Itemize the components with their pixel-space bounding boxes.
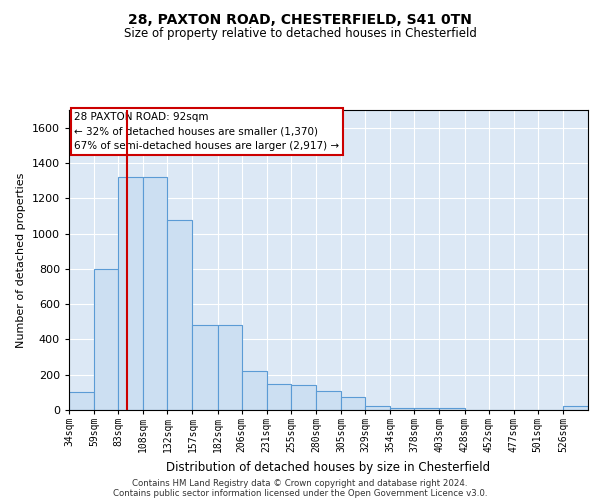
Bar [143,177,167,410]
Bar [218,326,242,410]
Text: Contains HM Land Registry data © Crown copyright and database right 2024.: Contains HM Land Registry data © Crown c… [132,478,468,488]
Bar [193,326,218,410]
Bar [341,397,365,410]
Y-axis label: Number of detached properties: Number of detached properties [16,172,26,348]
X-axis label: Distribution of detached houses by size in Chesterfield: Distribution of detached houses by size … [166,460,491,473]
Bar [439,408,464,410]
Bar [365,406,390,410]
Text: 28, PAXTON ROAD, CHESTERFIELD, S41 0TN: 28, PAXTON ROAD, CHESTERFIELD, S41 0TN [128,12,472,26]
Text: 28 PAXTON ROAD: 92sqm
← 32% of detached houses are smaller (1,370)
67% of semi-d: 28 PAXTON ROAD: 92sqm ← 32% of detached … [74,112,340,151]
Bar [242,371,267,410]
Text: Size of property relative to detached houses in Chesterfield: Size of property relative to detached ho… [124,28,476,40]
Bar [167,220,193,410]
Bar [563,406,588,410]
Bar [291,386,316,410]
Bar [390,408,415,410]
Bar [415,408,439,410]
Bar [118,177,143,410]
Bar [94,269,118,410]
Bar [69,392,94,410]
Text: Contains public sector information licensed under the Open Government Licence v3: Contains public sector information licen… [113,488,487,498]
Bar [267,384,291,410]
Bar [316,390,341,410]
